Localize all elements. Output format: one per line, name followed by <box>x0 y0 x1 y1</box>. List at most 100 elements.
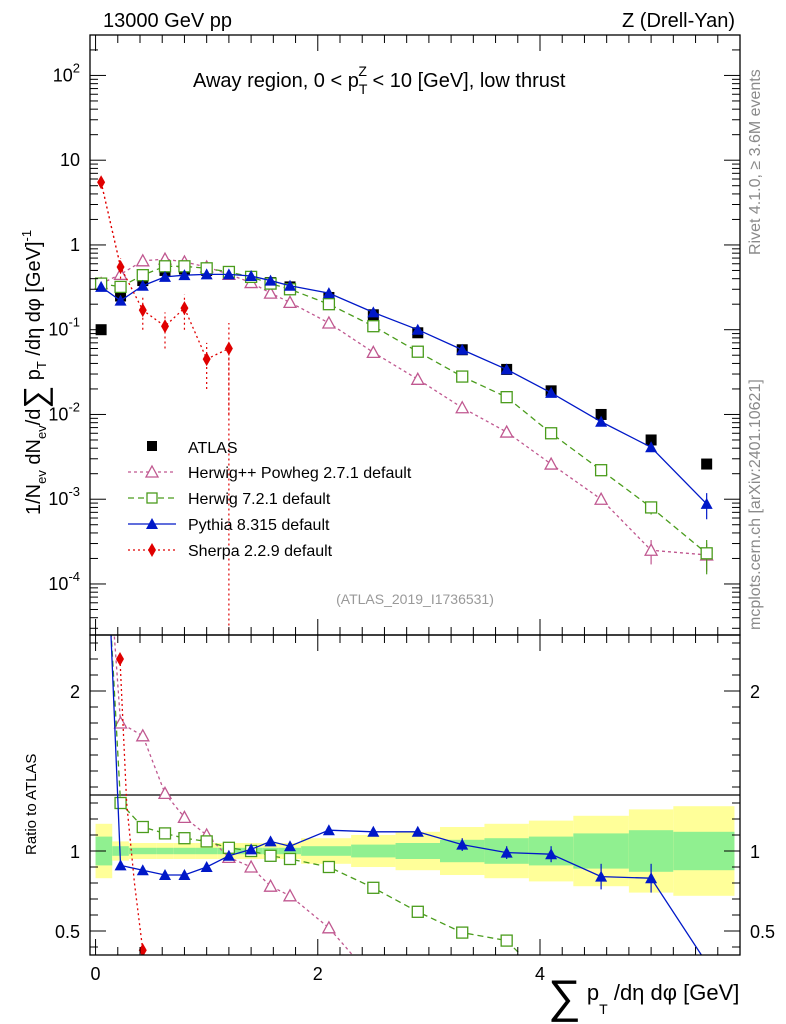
series-atlas <box>95 263 713 470</box>
main-y-tick-label: 10-4 <box>48 569 80 594</box>
ratio-point <box>178 869 191 880</box>
rivet-label: Rivet 4.1.0, ≥ 3.6M events <box>747 69 764 255</box>
data-point <box>455 400 470 414</box>
data-point <box>411 345 424 358</box>
legend-item-atlas: ATLAS <box>147 440 238 457</box>
data-point <box>245 270 258 282</box>
ratio-point <box>178 832 191 845</box>
data-point <box>95 280 108 292</box>
data-point <box>222 268 235 280</box>
ratio-y-tick-label-right: 0.5 <box>750 922 775 942</box>
ratio-point <box>157 786 173 800</box>
data-point <box>411 323 424 335</box>
main-title-sub: T <box>359 81 368 97</box>
sherpa-link-line <box>100 182 122 268</box>
ratio-series-group <box>110 635 703 955</box>
ratio-point <box>200 835 213 848</box>
data-point <box>594 491 609 505</box>
ratio-point <box>244 859 259 873</box>
inner-band <box>351 844 396 858</box>
ratio-point <box>500 934 513 947</box>
ratio-point <box>159 869 171 880</box>
legend-item-herwig7: Herwig 7.2.1 default <box>128 491 331 508</box>
ratio-point <box>245 843 258 855</box>
legend-marker-herwig7 <box>146 492 158 504</box>
data-point <box>594 464 608 477</box>
ratio-point <box>263 878 278 892</box>
header-left: 13000 GeV pp <box>103 10 232 32</box>
series-pythia-8-315-default <box>95 268 713 520</box>
data-point <box>500 363 513 375</box>
main-y-ticks: 10-4 10-3 10-2 10-1 1 10 102 <box>48 34 740 635</box>
main-series-group <box>94 175 714 635</box>
data-point <box>545 386 558 398</box>
ratio-point <box>114 796 127 810</box>
legend-marker-pythia <box>146 518 158 529</box>
ratio-point <box>367 825 380 837</box>
data-point <box>202 352 211 367</box>
data-point <box>645 441 658 453</box>
ratio-point <box>456 926 469 939</box>
ratio-point <box>222 849 235 861</box>
legend-label-sherpa: Sherpa 2.2.9 default <box>188 543 333 560</box>
ratio-point <box>284 840 296 852</box>
data-point <box>180 301 189 316</box>
data-point <box>544 427 558 440</box>
data-point <box>200 268 213 280</box>
ratio-y-label: Ratio to ATLAS <box>23 754 40 855</box>
ratio-y-tick-label-right: 2 <box>750 682 760 702</box>
ratio-point <box>116 652 124 666</box>
series-line <box>100 258 707 556</box>
data-point <box>161 319 169 334</box>
main-y-tick-label: 10 <box>60 150 80 170</box>
data-point <box>263 285 278 299</box>
data-point <box>644 501 658 514</box>
x-axis-label: ∑ pT /dη dφ [GeV] <box>548 970 739 1022</box>
legend-item-herwigpp: Herwig++ Powheg 2.7.1 default <box>128 464 412 482</box>
inner-band <box>395 843 440 859</box>
ratio-line <box>113 635 354 955</box>
data-point <box>264 274 277 286</box>
data-point <box>367 320 380 333</box>
data-point <box>114 280 127 294</box>
inner-band <box>573 833 629 869</box>
main-y-label: 1/Nev dNev/d∑ pT /dη dφ [GeV]-1 <box>17 230 53 515</box>
data-point <box>595 415 608 427</box>
mcplots-label: mcplots.cern.ch [arXiv:2401.10621] <box>747 379 764 630</box>
data-point <box>499 424 514 438</box>
inner-band <box>195 847 218 855</box>
legend-item-pythia: Pythia 8.315 default <box>128 517 330 534</box>
ratio-point <box>264 835 277 847</box>
data-point <box>159 270 171 282</box>
data-point <box>321 315 336 329</box>
ratio-y-tick-label: 1 <box>70 842 80 862</box>
data-point <box>158 260 172 273</box>
ratio-y-tick-label-right: 1 <box>750 842 760 862</box>
ratio-frame <box>89 634 741 956</box>
ratio-point <box>500 846 513 858</box>
main-y-tick-label: 10-1 <box>48 315 80 340</box>
data-point <box>595 408 607 420</box>
data-point <box>500 391 513 404</box>
legend-label-herwigpp: Herwig++ Powheg 2.7.1 default <box>188 465 412 482</box>
analysis-watermark: (ATLAS_2019_I1736531) <box>336 591 494 607</box>
ratio-point <box>367 881 380 894</box>
ratio-panel: 0.5 0.5 1 1 2 2 0 2 4 Ratio to ATLAS ∑ pT /dη dφ… <box>23 634 775 1022</box>
ratio-point <box>322 860 336 874</box>
legend-label-atlas: ATLAS <box>188 440 238 457</box>
ratio-point <box>595 870 608 882</box>
data-point <box>136 279 149 291</box>
legend-label-pythia: Pythia 8.315 default <box>188 517 330 534</box>
data-point <box>322 287 335 299</box>
ratio-point <box>282 888 298 902</box>
main-title-sup: Z <box>358 63 367 79</box>
ratio-point <box>138 943 147 955</box>
legend-label-herwig7: Herwig 7.2.1 default <box>188 491 331 508</box>
data-point <box>456 343 469 355</box>
data-point <box>366 345 381 359</box>
legend-marker-herwigpp <box>144 464 160 478</box>
ratio-point <box>545 848 558 860</box>
ratio-point <box>411 905 424 918</box>
main-panel: 10-4 10-3 10-2 10-1 1 10 102 Away region, 0 < … <box>17 34 741 636</box>
